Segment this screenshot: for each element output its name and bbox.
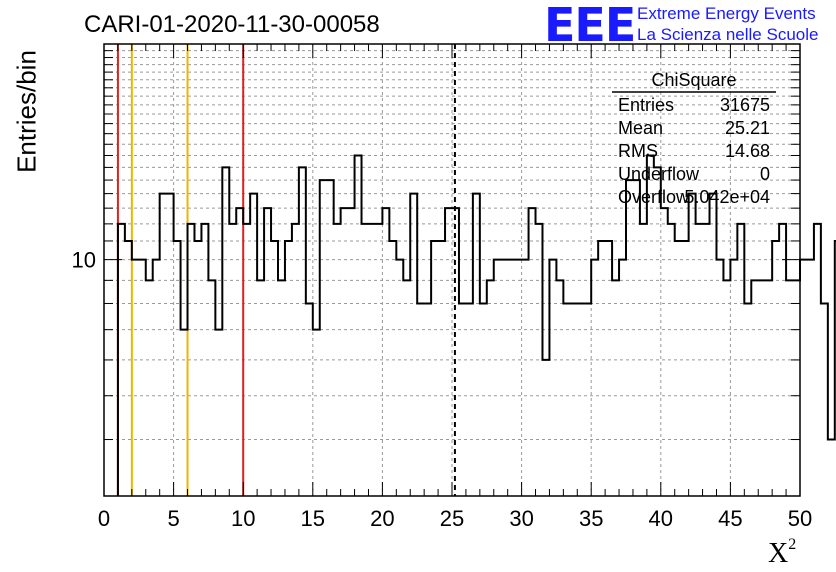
histogram-series [116,154,836,496]
x-tick-label: 0 [98,506,110,531]
stats-label: Mean [618,118,663,138]
x-tick-label: 50 [788,506,812,531]
stats-value: 31675 [720,95,770,115]
x-axis-label: X2 [768,536,797,570]
x-tick-label: 25 [440,506,464,531]
x-tick-label: 15 [301,506,325,531]
stats-label: Entries [618,95,674,115]
stats-value: 0 [760,164,770,184]
histogram-steps [116,154,836,496]
stats-label: Underflow [618,164,700,184]
x-tick-label: 30 [509,506,533,531]
x-tick-label: 5 [167,506,179,531]
logo-subtitle-line1: Extreme Energy Events [637,4,816,23]
reference-lines [116,44,456,496]
stats-label: RMS [618,141,658,161]
y-tick-label: 10 [72,248,96,273]
x-tick-label: 35 [579,506,603,531]
eee-logo: EEE [544,0,636,52]
x-tick-label: 20 [370,506,394,531]
logo-subtitle-line2: La Scienza nelle Scuole [637,25,819,44]
stats-label: Overflow [618,187,690,207]
x-axis-label-base: X [768,538,789,569]
x-axis-label-superscript: 2 [788,536,797,553]
run-title: CARI-01-2020-11-30-00058 [84,11,380,38]
x-tick-label: 10 [231,506,255,531]
grid [104,43,800,497]
stats-box: ChiSquare Entries 31675 Mean 25.21 RMS 14.68 Un… [612,70,776,207]
y-axis-label: Entries/bin [11,50,42,173]
stats-title: ChiSquare [651,70,736,90]
stats-value: 5.042e+04 [684,187,770,207]
x-tick-label: 40 [649,506,673,531]
axis-tick-labels: 0 5 10 15 20 25 30 35 40 45 50 10 [72,248,813,531]
x-tick-label: 45 [718,506,742,531]
axis-ticks [103,43,801,497]
stats-value: 25.21 [725,118,770,138]
stats-value: 14.68 [725,141,770,161]
